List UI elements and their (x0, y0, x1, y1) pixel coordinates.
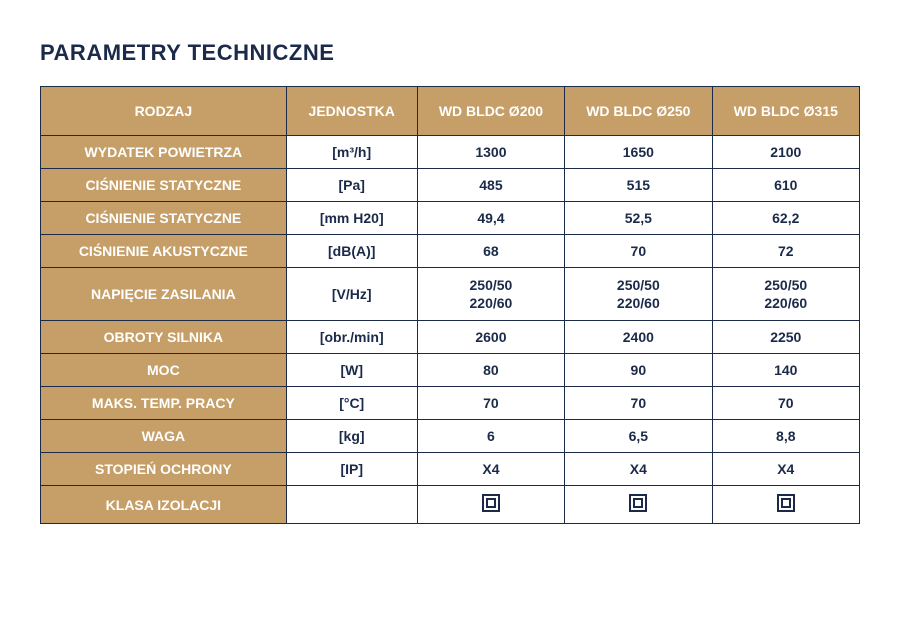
row-value: 485 (417, 169, 564, 202)
row-value: 80 (417, 354, 564, 387)
header-unit: JEDNOSTKA (286, 87, 417, 136)
row-unit: [V/Hz] (286, 268, 417, 321)
row-label: CIŚNIENIE STATYCZNE (41, 169, 287, 202)
table-row: WYDATEK POWIETRZA[m³/h]130016502100 (41, 136, 860, 169)
table-row: MOC[W]8090140 (41, 354, 860, 387)
row-value: 250/50220/60 (417, 268, 564, 321)
header-label: RODZAJ (41, 87, 287, 136)
row-value (417, 486, 564, 524)
table-row: WAGA[kg]66,58,8 (41, 420, 860, 453)
row-value (565, 486, 712, 524)
row-label: OBROTY SILNIKA (41, 321, 287, 354)
row-value: 70 (565, 387, 712, 420)
row-value: 70 (417, 387, 564, 420)
row-unit: [W] (286, 354, 417, 387)
row-unit (286, 486, 417, 524)
table-row: CIŚNIENIE AKUSTYCZNE[dB(A)]687072 (41, 235, 860, 268)
row-label: KLASA IZOLACJI (41, 486, 287, 524)
row-value: X4 (565, 453, 712, 486)
row-unit: [obr./min] (286, 321, 417, 354)
table-row: CIŚNIENIE STATYCZNE[Pa]485515610 (41, 169, 860, 202)
row-label: NAPIĘCIE ZASILANIA (41, 268, 287, 321)
row-value: 49,4 (417, 202, 564, 235)
row-value: 2250 (712, 321, 859, 354)
row-unit: [Pa] (286, 169, 417, 202)
row-value: 2400 (565, 321, 712, 354)
row-unit: [dB(A)] (286, 235, 417, 268)
row-unit: [m³/h] (286, 136, 417, 169)
table-row: MAKS. TEMP. PRACY[°C]707070 (41, 387, 860, 420)
double-square-icon (629, 494, 647, 512)
row-value: 52,5 (565, 202, 712, 235)
row-value: X4 (712, 453, 859, 486)
table-row: STOPIEŃ OCHRONY[IP]X4X4X4 (41, 453, 860, 486)
row-label: WAGA (41, 420, 287, 453)
row-value: 250/50220/60 (565, 268, 712, 321)
specs-table: RODZAJ JEDNOSTKA WD BLDC Ø200 WD BLDC Ø2… (40, 86, 860, 524)
row-value: 2600 (417, 321, 564, 354)
row-value: 68 (417, 235, 564, 268)
row-label: STOPIEŃ OCHRONY (41, 453, 287, 486)
row-value: 2100 (712, 136, 859, 169)
row-value: X4 (417, 453, 564, 486)
row-value: 8,8 (712, 420, 859, 453)
header-col2: WD BLDC Ø250 (565, 87, 712, 136)
row-value: 610 (712, 169, 859, 202)
row-value: 72 (712, 235, 859, 268)
row-value: 1300 (417, 136, 564, 169)
table-body: WYDATEK POWIETRZA[m³/h]130016502100CIŚNI… (41, 136, 860, 524)
table-header-row: RODZAJ JEDNOSTKA WD BLDC Ø200 WD BLDC Ø2… (41, 87, 860, 136)
row-unit: [IP] (286, 453, 417, 486)
row-value: 70 (712, 387, 859, 420)
row-unit: [mm H20] (286, 202, 417, 235)
row-value: 70 (565, 235, 712, 268)
row-value: 6,5 (565, 420, 712, 453)
row-value: 250/50220/60 (712, 268, 859, 321)
table-row: OBROTY SILNIKA[obr./min]260024002250 (41, 321, 860, 354)
page-title: PARAMETRY TECHNICZNE (40, 40, 860, 66)
row-value: 90 (565, 354, 712, 387)
row-value: 140 (712, 354, 859, 387)
row-value: 6 (417, 420, 564, 453)
header-col3: WD BLDC Ø315 (712, 87, 859, 136)
row-label: MOC (41, 354, 287, 387)
row-label: MAKS. TEMP. PRACY (41, 387, 287, 420)
row-label: WYDATEK POWIETRZA (41, 136, 287, 169)
row-value: 515 (565, 169, 712, 202)
row-label: CIŚNIENIE STATYCZNE (41, 202, 287, 235)
double-square-icon (777, 494, 795, 512)
row-unit: [°C] (286, 387, 417, 420)
header-col1: WD BLDC Ø200 (417, 87, 564, 136)
row-unit: [kg] (286, 420, 417, 453)
table-row: CIŚNIENIE STATYCZNE[mm H20]49,452,562,2 (41, 202, 860, 235)
double-square-icon (482, 494, 500, 512)
row-value: 1650 (565, 136, 712, 169)
row-value (712, 486, 859, 524)
row-value: 62,2 (712, 202, 859, 235)
row-label: CIŚNIENIE AKUSTYCZNE (41, 235, 287, 268)
table-row: KLASA IZOLACJI (41, 486, 860, 524)
table-row: NAPIĘCIE ZASILANIA[V/Hz]250/50220/60250/… (41, 268, 860, 321)
